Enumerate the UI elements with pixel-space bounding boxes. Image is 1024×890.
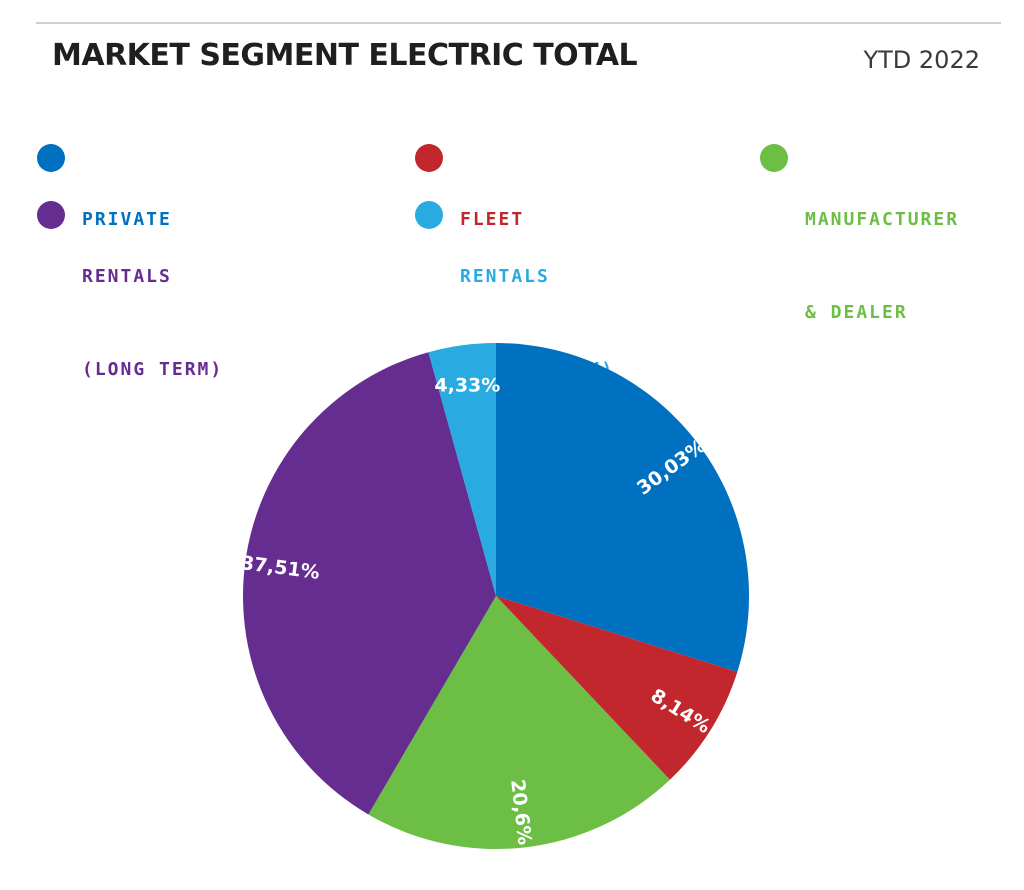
chart-title: MARKET SEGMENT ELECTRIC TOTAL [52,38,638,73]
legend-item-manufacturer-dealer: MANUFACTURER & DEALER [760,142,959,390]
legend-swatch-private [37,144,65,172]
top-divider [36,22,1001,24]
pie-slice-fleet [496,596,738,780]
slice-label-rentals-short-term: 4,33% [434,374,500,396]
pie-slice-manufacturer-dealer [368,596,670,849]
legend-swatch-fleet [415,144,443,172]
legend-item-rentals-long: RENTALS (LONG TERM) [37,199,223,447]
legend-label-manufacturer-dealer: MANUFACTURER & DEALER [805,209,960,323]
legend-label-fleet: FLEET [460,209,525,230]
legend-swatch-rentals-short [415,201,443,229]
legend-label-rentals-long: RENTALS (LONG TERM) [82,266,224,380]
legend-item-private: PRIVATE [37,142,172,297]
legend-item-fleet: FLEET [415,142,524,297]
pie-slice-private [496,343,749,672]
legend-swatch-manufacturer-dealer [760,144,788,172]
period-label: YTD 2022 [863,46,980,74]
legend-label-private: PRIVATE [82,209,172,230]
pie-slice-rentals-long-term [243,352,496,815]
pie-slice-rentals-short-term [428,342,496,596]
legend-swatch-rentals-long [37,201,65,229]
